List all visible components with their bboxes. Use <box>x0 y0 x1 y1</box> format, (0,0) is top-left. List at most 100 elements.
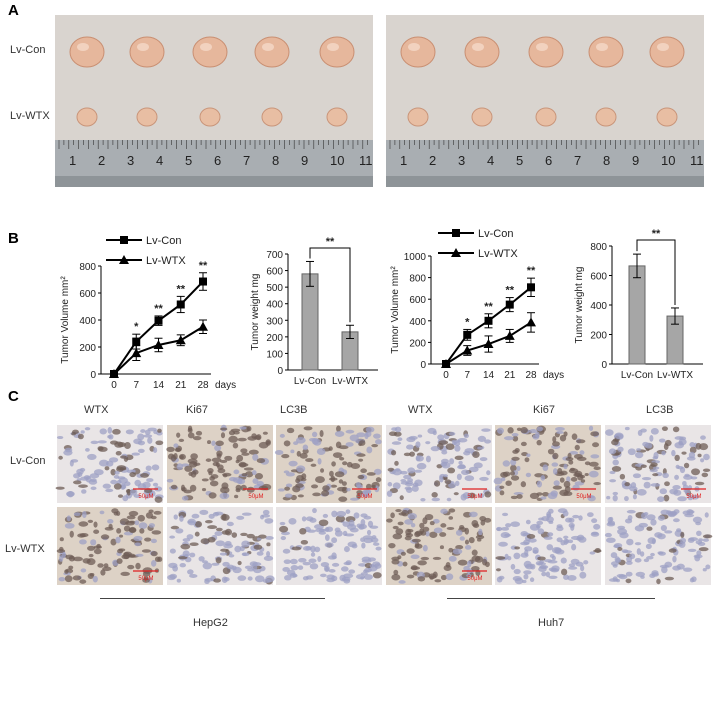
cell-nucleus <box>401 509 409 517</box>
cell-nucleus <box>123 551 132 557</box>
cell-nucleus <box>134 542 141 547</box>
cell-nucleus <box>635 511 646 519</box>
cell-nucleus <box>372 572 382 579</box>
cell-nucleus <box>208 471 213 476</box>
cell-nucleus <box>114 441 124 448</box>
cell-nucleus <box>433 482 438 486</box>
cell-nucleus <box>74 513 82 518</box>
cell-nucleus <box>82 511 91 515</box>
cell-nucleus <box>237 575 247 581</box>
cell-nucleus <box>150 559 157 567</box>
cell-nucleus <box>632 494 637 500</box>
cell-nucleus <box>524 549 529 557</box>
cell-nucleus <box>543 536 553 540</box>
cell-nucleus <box>264 518 274 524</box>
cell-nucleus <box>137 448 145 453</box>
cell-nucleus <box>570 467 575 471</box>
tumor-wtx <box>595 107 617 127</box>
data-point-square <box>505 300 514 309</box>
cell-nucleus <box>301 516 307 522</box>
data-point-square <box>199 277 207 286</box>
cell-nucleus <box>391 574 401 581</box>
cell-nucleus <box>335 441 342 449</box>
cell-nucleus <box>687 537 695 543</box>
cell-nucleus <box>642 441 649 447</box>
cell-nucleus <box>636 488 647 496</box>
cell-nucleus <box>226 551 233 555</box>
cell-nucleus <box>81 489 87 494</box>
cell-nucleus <box>182 550 190 558</box>
cell-nucleus <box>535 480 541 485</box>
cell-nucleus <box>131 469 136 473</box>
cell-nucleus <box>569 451 579 455</box>
cell-nucleus <box>495 568 501 572</box>
cell-nucleus <box>305 516 314 522</box>
cell-nucleus <box>305 575 314 580</box>
cell-nucleus <box>286 569 296 576</box>
cell-nucleus <box>119 467 127 471</box>
cell-nucleus <box>573 472 582 478</box>
cell-nucleus <box>260 457 270 465</box>
cell-nucleus <box>251 564 258 571</box>
cell-nucleus <box>182 541 189 546</box>
cell-nucleus <box>358 440 366 446</box>
cell-nucleus <box>195 430 203 436</box>
cell-nucleus <box>683 474 693 480</box>
cell-nucleus <box>414 543 423 549</box>
significance-marker: ** <box>326 236 335 248</box>
cell-nucleus <box>451 441 457 446</box>
cell-nucleus <box>615 578 621 583</box>
cell-nucleus <box>679 537 687 544</box>
cell-nucleus <box>704 512 709 518</box>
cell-nucleus <box>331 537 338 544</box>
cell-nucleus <box>697 541 706 547</box>
cell-nucleus <box>437 434 445 441</box>
cell-nucleus <box>612 576 618 582</box>
ihc-row-label-wtx: Lv-WTX <box>5 543 45 555</box>
cell-nucleus <box>554 431 560 438</box>
ihc-background <box>167 425 273 503</box>
cell-nucleus <box>635 571 646 577</box>
photo-background <box>55 15 373 187</box>
cell-nucleus <box>315 528 325 533</box>
cell-nucleus <box>245 471 254 478</box>
cell-nucleus <box>303 426 313 431</box>
cell-nucleus <box>328 446 333 451</box>
cell-nucleus <box>331 562 340 567</box>
cell-nucleus <box>510 458 517 466</box>
cell-nucleus <box>556 526 564 532</box>
cell-nucleus <box>625 571 633 577</box>
cell-nucleus <box>295 478 301 484</box>
cell-nucleus <box>576 534 585 541</box>
cell-nucleus <box>135 553 144 557</box>
cell-nucleus <box>563 538 568 545</box>
cell-nucleus <box>464 539 470 545</box>
cell-nucleus <box>232 566 242 574</box>
cell-nucleus <box>296 465 306 473</box>
cell-nucleus <box>78 521 89 527</box>
significance-marker: ** <box>527 265 536 277</box>
cell-nucleus <box>650 552 655 557</box>
cell-nucleus <box>220 513 230 521</box>
ihc-image <box>276 507 382 585</box>
cell-nucleus <box>179 455 184 460</box>
cell-nucleus <box>689 442 695 448</box>
cell-nucleus <box>445 561 451 568</box>
cell-nucleus <box>92 575 98 583</box>
y-tick-label: 0 <box>277 366 283 377</box>
ihc-image <box>604 507 713 585</box>
ihc-image: 50μM <box>605 425 711 503</box>
cell-nucleus <box>134 479 142 487</box>
cell-nucleus <box>193 521 201 528</box>
cell-nucleus <box>414 530 423 536</box>
cell-nucleus <box>704 534 710 539</box>
cell-nucleus <box>420 556 430 561</box>
cell-nucleus <box>651 570 659 576</box>
cell-nucleus <box>173 443 179 448</box>
cell-nucleus <box>108 457 119 463</box>
cell-nucleus <box>690 476 698 480</box>
cell-nucleus <box>510 521 521 527</box>
cell-nucleus <box>112 560 118 567</box>
cell-nucleus <box>56 549 66 554</box>
cell-nucleus <box>448 438 457 442</box>
